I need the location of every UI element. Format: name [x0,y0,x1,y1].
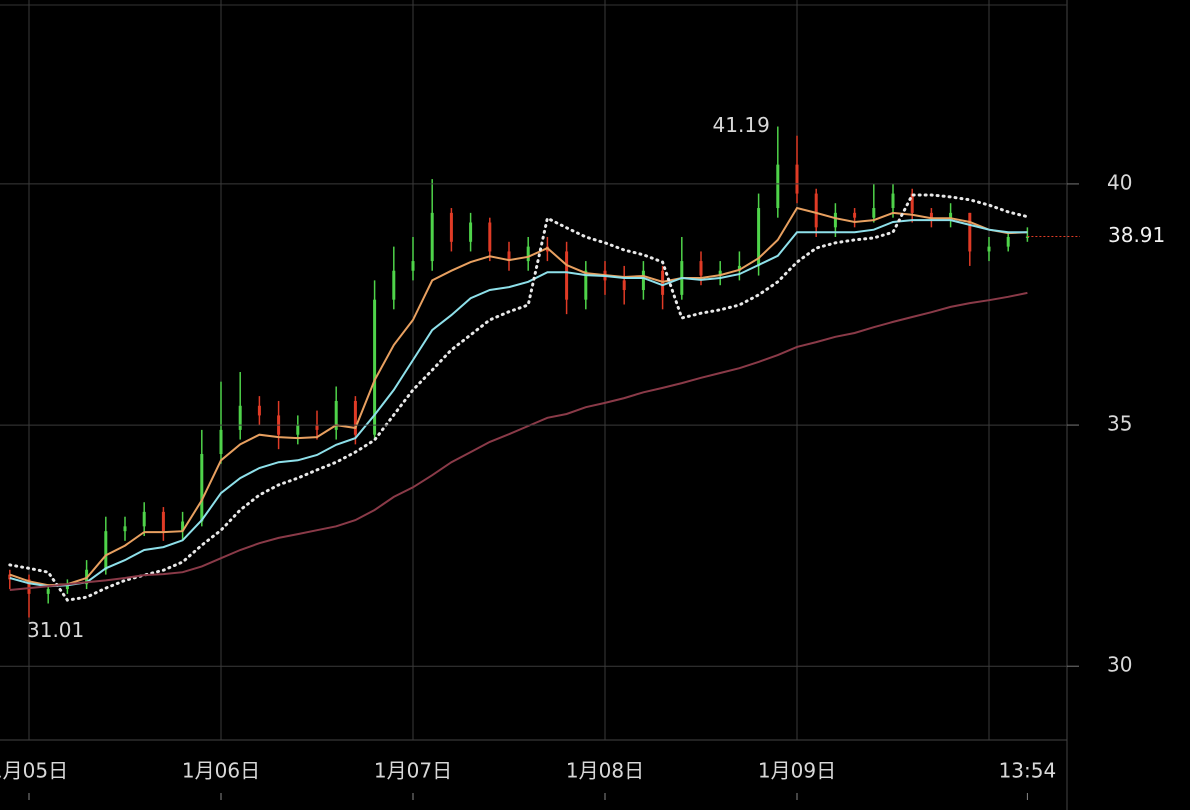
candle-body [219,429,223,455]
candle-body [27,579,31,594]
plot-area [8,0,1029,740]
candle-body [872,208,876,218]
candle-body [1006,236,1010,247]
low-annotation: 31.01 [27,618,84,642]
candle-body [488,222,492,252]
x-tick-label: 1月08日 [566,759,644,783]
candle-body [1025,236,1029,238]
candle-body [392,270,396,300]
candle-body [104,531,108,570]
last-price-label: 38.91 [1108,223,1165,247]
candle-body [757,208,761,266]
ma-line [8,193,1029,602]
candle-body [565,251,569,300]
candle-body [65,584,69,590]
candle-body [411,261,415,271]
ma-line [9,219,1028,588]
candle-body [334,400,338,430]
candle-body [833,212,837,228]
x-tick-label: 1月09日 [758,759,836,783]
candle-body [373,299,377,435]
x-tick-label: 1月07日 [374,759,452,783]
candle-body [622,280,626,291]
candle-body [315,425,319,430]
candle-body [718,270,722,276]
x-tick-label: 1月05日 [0,759,68,783]
candle-body [584,270,588,300]
candle-body [200,454,204,522]
candle-body [737,265,741,271]
candle-body [469,222,473,242]
candle-body [353,400,357,435]
candle-body [296,425,300,435]
candle-body [257,405,261,416]
candle-body [795,164,799,194]
candle-body [238,405,242,430]
y-tick-label: 35 [1107,412,1132,436]
candle-body [430,212,434,262]
y-tick-label: 30 [1107,653,1132,677]
candle-body [142,511,146,527]
candle-body [949,212,953,218]
candle-body [699,261,703,276]
x-tick-label: 13:54 [999,759,1057,783]
ma-line [9,206,1028,587]
candle-body [161,511,165,532]
candle-body [181,521,185,532]
candle-body [814,193,818,228]
candle-body [46,589,50,594]
candle-body [987,246,991,252]
candle-body [8,574,12,580]
candle-body [929,212,933,218]
high-annotation: 41.19 [713,113,770,137]
candle-body [123,526,127,532]
ma-line [9,291,1028,591]
candle-body [641,270,645,291]
candle-body [449,212,453,242]
candle-body [853,212,857,218]
candle-body [507,251,511,262]
candle-body [526,246,530,262]
candle-body [891,193,895,209]
candle-body [910,193,914,213]
x-tick-label: 1月06日 [182,759,260,783]
y-tick-label: 40 [1107,170,1132,194]
candle-body [968,212,972,252]
candle-body [776,164,780,209]
